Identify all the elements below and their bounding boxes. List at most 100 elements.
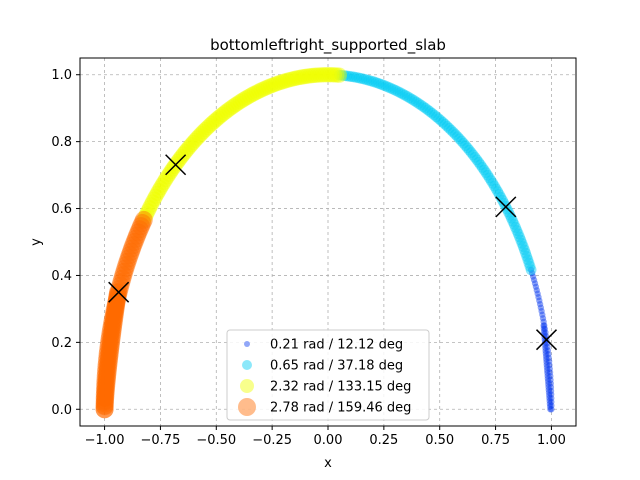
data-point [311, 67, 328, 83]
data-point [181, 139, 197, 155]
data-point [260, 79, 276, 95]
data-point [456, 135, 467, 147]
data-point [540, 325, 547, 332]
data-point [540, 328, 548, 335]
data-point [107, 291, 126, 310]
data-point [404, 92, 415, 104]
data-point [544, 347, 552, 354]
data-point [428, 109, 440, 121]
data-point [95, 381, 114, 400]
data-point [485, 175, 497, 187]
data-point [547, 380, 554, 387]
data-point [104, 315, 123, 334]
data-point [489, 180, 500, 192]
data-point [143, 197, 159, 213]
data-point [545, 381, 552, 388]
data-point [95, 394, 114, 413]
data-point [115, 262, 134, 281]
data-point [95, 396, 114, 415]
data-point [304, 67, 320, 84]
data-point [542, 329, 549, 336]
data-point [535, 293, 542, 301]
data-point [163, 163, 179, 180]
data-point [102, 330, 121, 349]
data-point [134, 210, 153, 229]
data-point [104, 318, 123, 337]
data-point [547, 406, 554, 413]
data-point [100, 333, 119, 352]
data-point [439, 118, 451, 130]
data-point [450, 129, 461, 140]
data-point [348, 71, 360, 83]
data-point [133, 214, 152, 233]
data-point [101, 335, 120, 354]
data-point [105, 309, 124, 328]
data-point [104, 304, 123, 323]
data-point [361, 74, 372, 86]
data-point [267, 76, 284, 92]
data-point [487, 177, 499, 189]
data-point [282, 71, 298, 88]
data-point [98, 365, 117, 384]
data-point [543, 361, 550, 368]
data-point [528, 270, 536, 277]
data-point [140, 203, 156, 219]
data-point [96, 385, 115, 404]
data-point [97, 371, 116, 389]
data-point [545, 358, 553, 365]
data-point [394, 87, 406, 99]
data-point [103, 311, 122, 330]
data-point [512, 228, 524, 240]
legend-marker [244, 341, 250, 347]
data-point [547, 376, 554, 383]
data-point [548, 395, 555, 402]
data-point [121, 242, 140, 261]
data-point [156, 174, 172, 190]
data-point [542, 350, 549, 357]
data-point [314, 67, 330, 83]
data-point [174, 148, 190, 165]
data-point [152, 180, 169, 196]
legend-entry-label: 0.21 rad / 12.12 deg [270, 338, 403, 353]
data-point [343, 70, 355, 82]
data-point [392, 86, 404, 97]
data-point [548, 406, 555, 413]
data-point [126, 229, 145, 248]
data-point [539, 315, 547, 322]
x-tick-label: 0.00 [314, 433, 343, 448]
data-point [289, 70, 305, 86]
series-2.78 rad / 159.46 deg [95, 210, 153, 419]
data-point [193, 126, 209, 142]
data-point [543, 364, 551, 371]
data-point [536, 300, 544, 308]
data-point [275, 74, 291, 90]
data-point [195, 124, 211, 140]
data-point [443, 122, 455, 134]
data-point [309, 67, 325, 83]
data-point [545, 383, 552, 391]
data-point [297, 68, 313, 85]
data-point [106, 297, 125, 316]
data-point [103, 321, 122, 340]
data-point [363, 74, 375, 86]
data-point [228, 96, 244, 113]
data-point [98, 344, 117, 363]
legend-entry-label: 2.78 rad / 159.46 deg [270, 401, 411, 416]
data-point [106, 300, 125, 319]
y-tick-label: 0.0 [51, 403, 72, 418]
data-point [542, 353, 550, 360]
data-point [132, 217, 151, 236]
data-point [141, 200, 158, 216]
data-point [199, 119, 216, 136]
data-point [544, 367, 551, 374]
data-point [408, 95, 420, 106]
data-point [538, 307, 545, 315]
data-point [99, 340, 118, 359]
data-point [390, 84, 401, 96]
data-point [483, 172, 495, 184]
data-point [431, 111, 442, 123]
data-point [471, 154, 483, 166]
data-point [447, 126, 459, 138]
data-point [507, 215, 519, 227]
data-point [292, 69, 308, 86]
